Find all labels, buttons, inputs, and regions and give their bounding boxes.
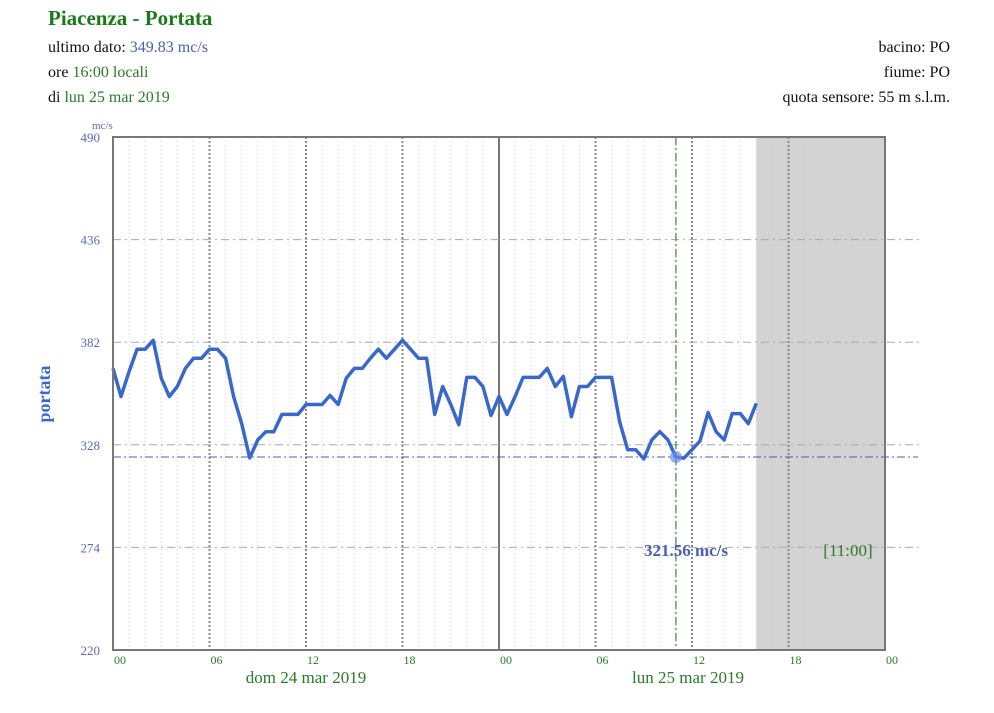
x-tick-label: 18 [404, 653, 416, 667]
y-axis-title: portata [34, 366, 54, 423]
time-prefix: ore [48, 64, 69, 81]
horizontal-grid [113, 239, 920, 548]
y-unit-label: mc/s [92, 120, 113, 132]
discharge-series-line [111, 338, 758, 461]
x-tick-label: 00 [500, 653, 512, 667]
y-tick-label: 274 [81, 540, 101, 555]
cursor-value-label: 321.56 mc/s [644, 541, 728, 560]
last-data-label: ultimo dato: [48, 39, 126, 56]
plot-frame [112, 136, 886, 651]
cursor-time-label: [11:00] [823, 541, 872, 560]
basin: bacino: PO [878, 39, 950, 56]
page-title: Piacenza - Portata [48, 6, 213, 30]
river: fiume: PO [883, 64, 950, 81]
x-tick-label: 06 [211, 653, 223, 667]
last-data-value: 349.83 mc/s [129, 39, 208, 56]
x-tick-label: 12 [307, 653, 319, 667]
date-prefix: di [48, 89, 61, 106]
station-info: bacino: PO fiume: PO quota sensore: 55 m… [782, 35, 950, 110]
y-tick-label: 328 [81, 438, 101, 453]
sensor-altitude: quota sensore: 55 m s.l.m. [782, 89, 950, 106]
time-value: 16:00 locali [72, 64, 149, 81]
x-tick-label: 00 [114, 653, 126, 667]
date-value: lun 25 mar 2019 [64, 89, 170, 106]
day-label-2: lun 25 mar 2019 [632, 668, 744, 687]
y-tick-label: 436 [81, 233, 101, 248]
vertical-grid [128, 137, 870, 650]
x-tick-label: 18 [790, 653, 802, 667]
x-tick-label: 12 [693, 653, 705, 667]
x-tick-label: 06 [597, 653, 609, 667]
x-tick-label: 00 [886, 653, 898, 667]
y-tick-label: 490 [81, 130, 101, 145]
last-data-info: ultimo dato: 349.83 mc/s ore 16:00 local… [48, 35, 208, 110]
day-label-1: dom 24 mar 2019 [246, 668, 366, 687]
y-tick-label: 382 [81, 335, 101, 350]
y-tick-label: 220 [81, 643, 101, 658]
cursor-point [669, 451, 682, 464]
